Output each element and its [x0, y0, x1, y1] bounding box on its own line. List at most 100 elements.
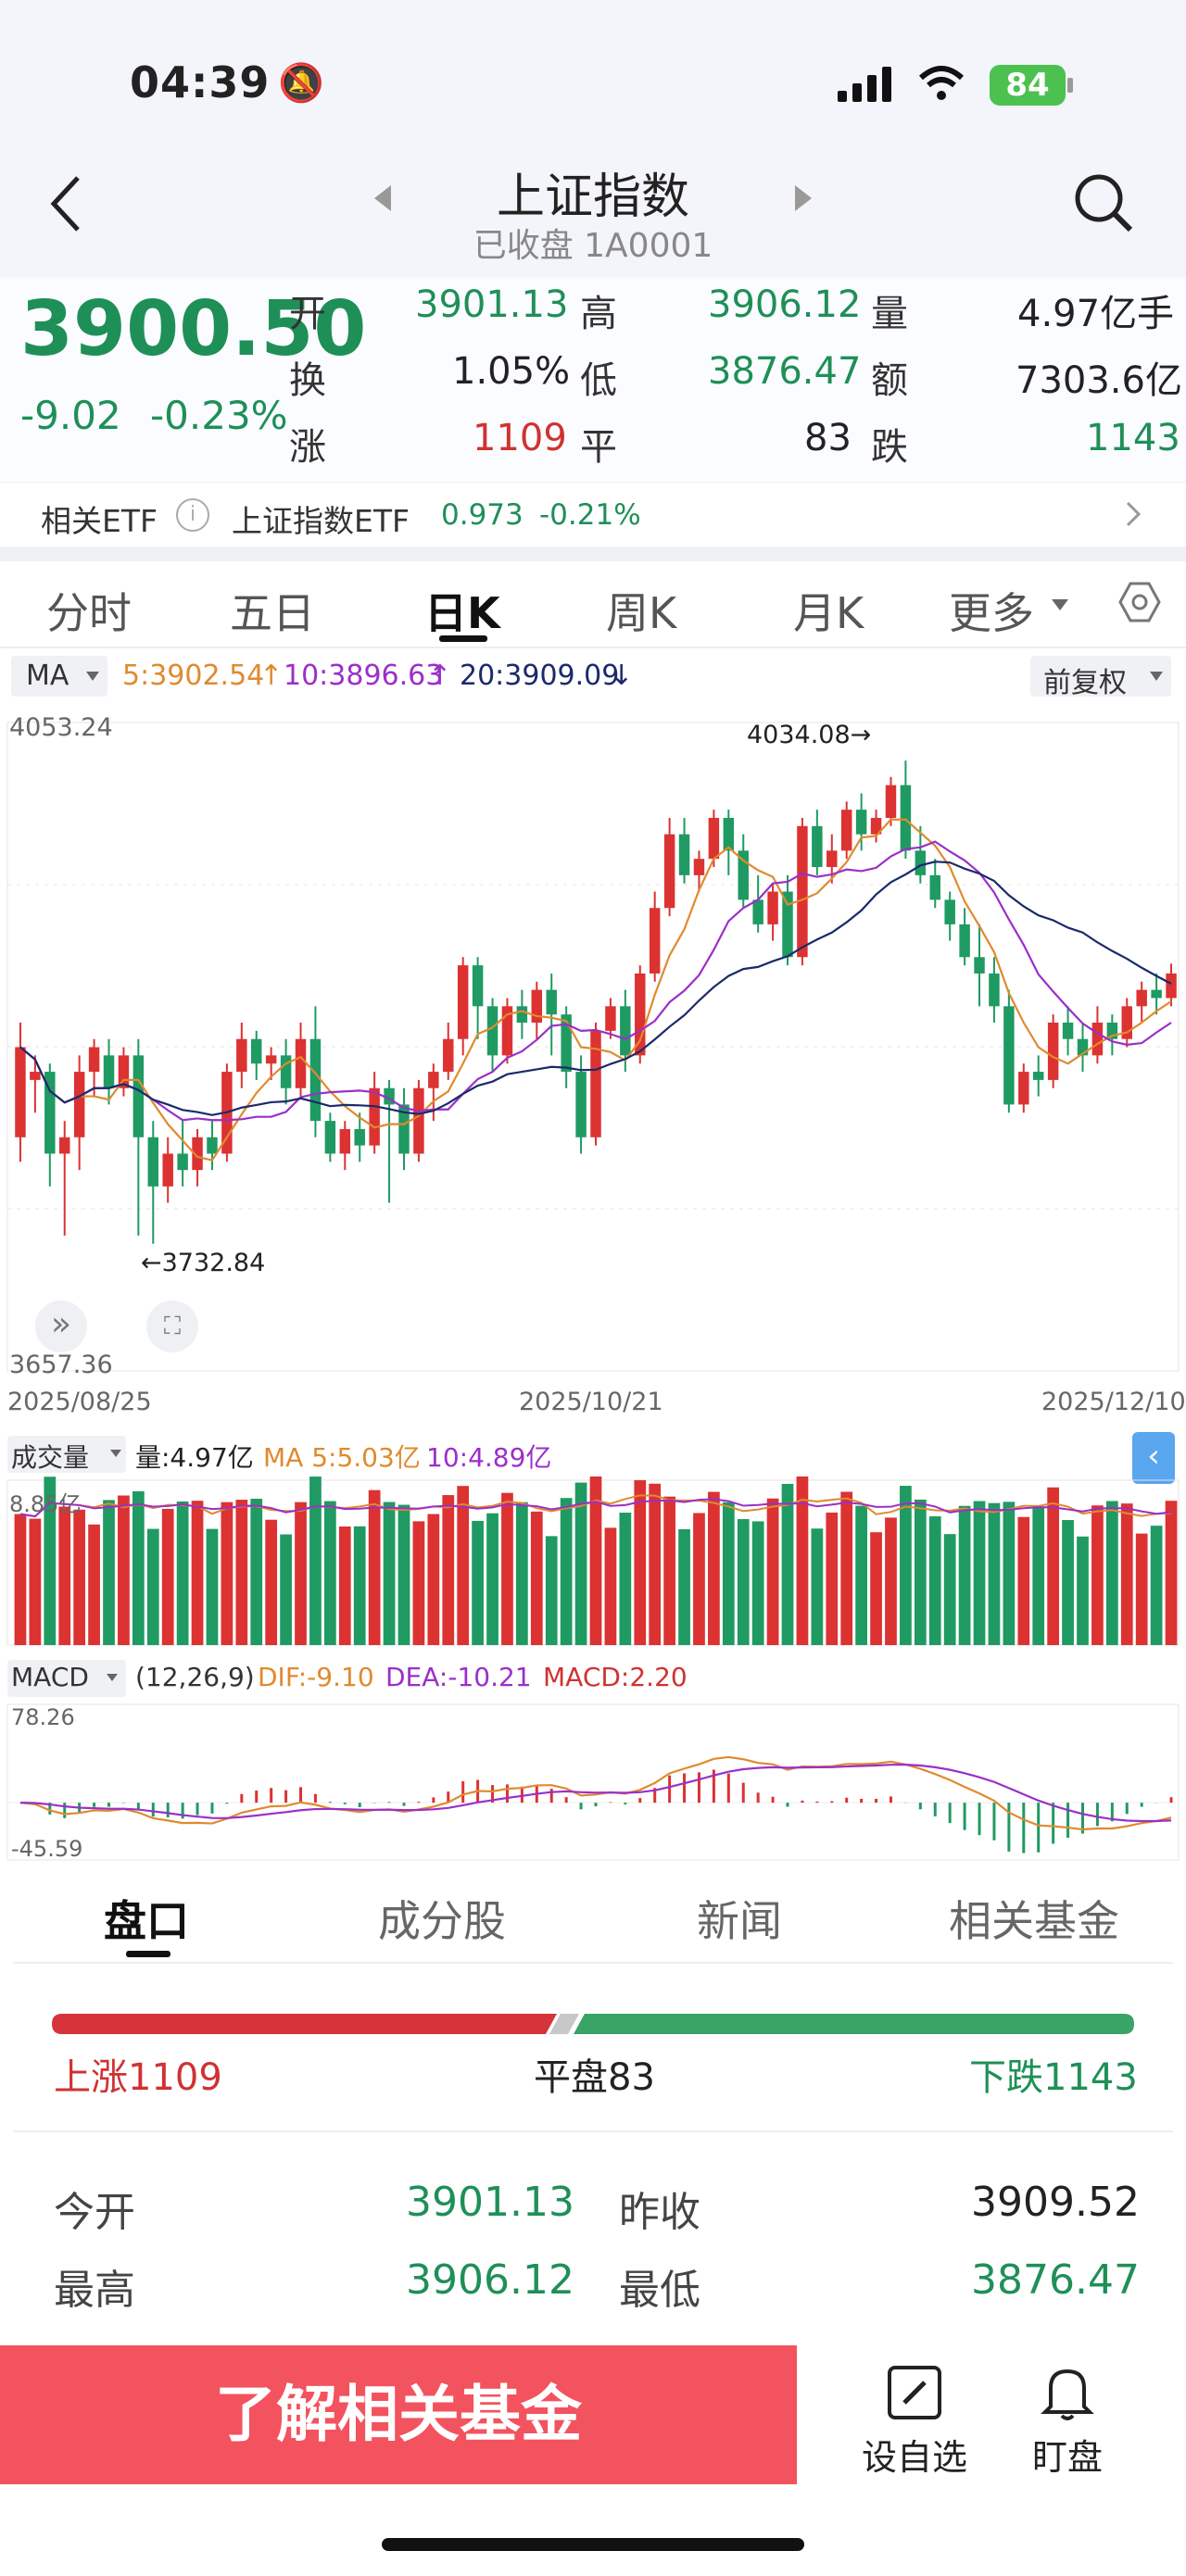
- tab-intraday[interactable]: 分时: [46, 588, 132, 638]
- candle-body: [575, 1072, 587, 1137]
- add-watchlist-button[interactable]: 设自选: [862, 2437, 968, 2478]
- edit-icon[interactable]: [886, 2364, 943, 2421]
- caret-down-icon[interactable]: [1051, 598, 1069, 611]
- active-tab-indicator: [126, 1951, 170, 1957]
- macd-select[interactable]: [7, 1660, 126, 1697]
- macd-top-label: 78.26: [11, 1704, 75, 1730]
- ma10-up-arrow: ↑: [428, 660, 452, 692]
- tab-daily-k[interactable]: 日K: [424, 588, 500, 638]
- detail-open-label: 今开: [54, 2189, 135, 2236]
- candle-body: [457, 965, 469, 1039]
- adjust-select[interactable]: [1030, 656, 1171, 697]
- price-change: -9.02: [20, 393, 121, 438]
- candle-body: [30, 1072, 41, 1080]
- tab-order-book[interactable]: 盘口: [104, 1896, 189, 1946]
- ma10-value: 10:3896.63: [284, 660, 444, 692]
- info-icon[interactable]: i: [176, 498, 209, 532]
- candle-body: [1062, 1023, 1074, 1039]
- volume-bar: [943, 1534, 956, 1645]
- status-bar: [0, 0, 1186, 157]
- signal-icon: [838, 67, 895, 102]
- detail-low-value: 3876.47: [971, 2256, 1140, 2304]
- tab-five-day[interactable]: 五日: [230, 588, 315, 638]
- candle-body: [929, 874, 940, 900]
- quote-label-volume: 量: [871, 293, 908, 335]
- learn-related-funds-button[interactable]: 了解相关基金: [0, 2345, 797, 2484]
- volume-bar: [751, 1521, 764, 1645]
- macd-dea: DEA:-10.21: [385, 1662, 532, 1692]
- back-icon[interactable]: [48, 174, 85, 233]
- bell-icon[interactable]: [1040, 2364, 1095, 2421]
- volume-bar: [1120, 1503, 1133, 1645]
- volume-bar: [353, 1526, 366, 1645]
- candle-body: [192, 1137, 203, 1171]
- candle-body: [1003, 1006, 1015, 1105]
- volume-bar: [678, 1528, 690, 1645]
- volume-bar: [604, 1527, 617, 1645]
- search-icon[interactable]: [1073, 172, 1134, 233]
- settings-hexagon-icon[interactable]: [1117, 580, 1162, 624]
- fullscreen-button[interactable]: ⛶: [146, 1301, 198, 1352]
- volume-bar: [501, 1492, 513, 1645]
- volume-bar: [1135, 1533, 1148, 1645]
- volume-bar: [235, 1500, 248, 1645]
- candle-body: [1018, 1072, 1029, 1105]
- detail-high-label: 最高: [54, 2267, 135, 2314]
- candle-body: [443, 1038, 454, 1073]
- volume-bar: [221, 1502, 233, 1645]
- tab-weekly-k[interactable]: 周K: [606, 588, 677, 638]
- volume-bar: [191, 1501, 204, 1645]
- candle-body: [561, 1014, 572, 1073]
- volume-ma10: 10:4.89亿: [426, 1442, 552, 1473]
- candle-body: [620, 1006, 631, 1056]
- volume-bar: [634, 1479, 647, 1645]
- volume-bar: [486, 1513, 498, 1645]
- volume-bar: [900, 1486, 912, 1645]
- candle-body: [974, 957, 985, 974]
- candle-body: [88, 1047, 100, 1073]
- tab-news[interactable]: 新闻: [697, 1896, 782, 1946]
- candle-body: [649, 908, 661, 974]
- tab-monthly-k[interactable]: 月K: [793, 588, 864, 638]
- tab-more[interactable]: 更多: [949, 588, 1034, 638]
- etf-price: 0.973: [441, 498, 524, 532]
- volume-bar: [1077, 1536, 1089, 1645]
- candle-body: [812, 825, 823, 868]
- candlestick-chart[interactable]: [0, 704, 1186, 1408]
- volume-bar: [545, 1536, 558, 1645]
- next-index-icon[interactable]: [793, 183, 814, 213]
- volume-chart: [6, 1476, 1180, 1646]
- candle-body: [663, 834, 675, 909]
- volume-bar: [574, 1482, 587, 1645]
- candle-body: [915, 850, 927, 875]
- battery-icon: 84: [990, 65, 1066, 106]
- last-price: 3900.50: [20, 285, 367, 373]
- nav-bar: [0, 157, 1186, 278]
- status-time: 04:39: [130, 57, 271, 107]
- volume-bar: [103, 1500, 115, 1645]
- volume-bar: [708, 1491, 720, 1645]
- chevron-right-icon[interactable]: [1125, 500, 1142, 528]
- etf-name[interactable]: 上证指数ETF: [232, 503, 410, 539]
- volume-select[interactable]: [7, 1436, 126, 1473]
- candle-body: [840, 810, 852, 851]
- tab-related-funds[interactable]: 相关基金: [949, 1896, 1119, 1946]
- volume-bar: [176, 1501, 189, 1645]
- volume-bar: [1003, 1502, 1016, 1645]
- candle-body: [635, 973, 646, 1056]
- volume-bar: [973, 1501, 986, 1645]
- watch-market-button[interactable]: 盯盘: [1032, 2437, 1104, 2478]
- prev-index-icon[interactable]: [372, 183, 393, 213]
- tab-constituents[interactable]: 成分股: [378, 1896, 506, 1946]
- expand-left-button[interactable]: »: [35, 1301, 87, 1352]
- volume-bar: [693, 1513, 705, 1645]
- candle-body: [885, 785, 897, 818]
- caret-down-icon: [86, 672, 99, 681]
- candle-body: [900, 785, 912, 851]
- adjust-label: 前复权: [1043, 667, 1127, 699]
- candle-body: [59, 1137, 70, 1154]
- collapse-panel-button[interactable]: ‹: [1132, 1432, 1175, 1484]
- volume-bar: [14, 1514, 27, 1645]
- candle-body: [236, 1038, 247, 1073]
- period-tabs: [0, 561, 1186, 647]
